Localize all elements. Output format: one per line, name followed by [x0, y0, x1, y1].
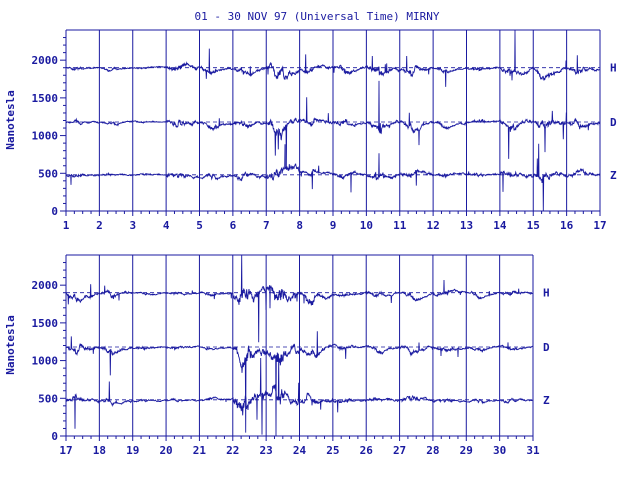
y-tick-label: 2000: [32, 54, 59, 67]
x-tick-label: 7: [263, 219, 270, 232]
x-tick-label: 12: [427, 219, 440, 232]
series-trace-h: [65, 254, 534, 343]
x-tick-label: 15: [527, 219, 540, 232]
x-tick-label: 26: [360, 444, 374, 457]
x-tick-label: 20: [159, 444, 172, 457]
y-tick-label: 1000: [32, 355, 59, 368]
series-trace-d: [65, 331, 534, 437]
x-tick-label: 16: [560, 219, 574, 232]
x-tick-label: 5: [196, 219, 203, 232]
x-tick-label: 14: [493, 219, 507, 232]
series-trace-h: [66, 29, 601, 87]
x-tick-label: 10: [360, 219, 373, 232]
x-tick-label: 25: [326, 444, 339, 457]
y-axis-label-top: Nanotesla: [4, 90, 17, 150]
x-tick-label: 4: [163, 219, 170, 232]
y-tick-label: 500: [38, 167, 58, 180]
x-tick-label: 21: [193, 444, 207, 457]
y-tick-label: 0: [51, 430, 58, 443]
series-label-h: H: [543, 287, 550, 300]
series-label-z: Z: [610, 169, 617, 182]
x-tick-label: 11: [393, 219, 407, 232]
y-tick-label: 1500: [32, 317, 59, 330]
x-tick-label: 23: [260, 444, 273, 457]
x-tick-label: 17: [593, 219, 606, 232]
y-tick-label: 2000: [32, 279, 59, 292]
series-label-z: Z: [543, 394, 550, 407]
series-trace-z: [65, 143, 601, 212]
y-tick-label: 1000: [32, 130, 59, 143]
y-tick-label: 500: [38, 392, 58, 405]
x-tick-label: 19: [126, 444, 139, 457]
y-tick-label: 1500: [32, 92, 59, 105]
y-axis-label-bottom: Nanotesla: [4, 315, 17, 375]
x-tick-label: 17: [59, 444, 72, 457]
panel-2: 17 18 19 20 21 22 23 24 25 26 27 28 29 30 31 0 500 1000 15…: [32, 254, 550, 457]
x-tick-label: 6: [230, 219, 237, 232]
x-tick-label: 9: [330, 219, 337, 232]
chart-title: 01 - 30 NOV 97 (Universal Time) MIRNY: [194, 10, 439, 23]
x-tick-label: 13: [460, 219, 473, 232]
x-tick-label: 3: [129, 219, 136, 232]
series-label-d: D: [543, 341, 550, 354]
x-tick-label: 22: [226, 444, 239, 457]
x-tick-label: 8: [296, 219, 303, 232]
x-tick-label: 29: [460, 444, 473, 457]
y-tick-label: 0: [51, 205, 58, 218]
panel-1: 1 2 3 4 5 6 7 8 9 10 11 12 13 14 15 16 17050010001500200…: [32, 29, 617, 232]
series-trace-z: [65, 357, 534, 435]
series-trace-d: [65, 80, 601, 169]
x-tick-label: 24: [293, 444, 307, 457]
series-label-h: H: [610, 62, 617, 75]
x-tick-label: 30: [493, 444, 506, 457]
x-tick-label: 31: [526, 444, 540, 457]
x-tick-label: 27: [393, 444, 406, 457]
series-label-d: D: [610, 116, 617, 129]
x-tick-label: 2: [96, 219, 103, 232]
x-tick-label: 1: [63, 219, 70, 232]
panels-layer: 1 2 3 4 5 6 7 8 9 10 11 12 13 14 15 16 17050010001500200…: [32, 29, 617, 457]
x-tick-label: 18: [93, 444, 106, 457]
x-tick-label: 28: [426, 444, 439, 457]
